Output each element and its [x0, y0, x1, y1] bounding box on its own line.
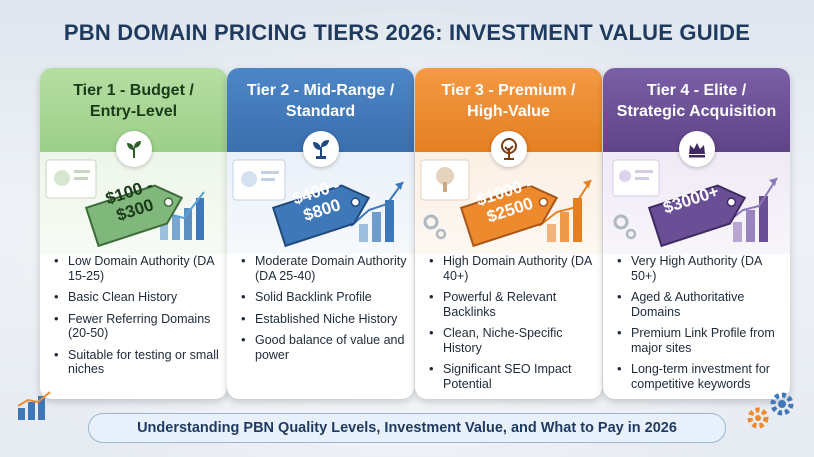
tier-4-bullet: Very High Authority (DA 50+) — [615, 254, 785, 283]
tier-4-bullet: Long-term investment for competitive key… — [615, 362, 785, 391]
tier-4-heading-line2: Strategic Acquisition — [616, 103, 777, 120]
tier-2-card: Tier 2 - Mid-Range / Standard $400 - $80… — [227, 68, 414, 399]
page-title: PBN DOMAIN PRICING TIERS 2026: INVESTMEN… — [63, 20, 751, 45]
tier-1-bullet: Suitable for testing or small niches — [52, 348, 222, 377]
tier-3-card: Tier 3 - Premium / High-Value $1000 - $2… — [415, 68, 602, 399]
tier-4-price-tag — [647, 184, 747, 248]
bar-chart-icon — [17, 391, 51, 420]
tier-3-heading-line2: High-Value — [467, 103, 550, 120]
tier-4-card: Tier 4 - Elite / Strategic Acquisition $… — [603, 68, 790, 399]
tier-4-bullet: Premium Link Profile from major sites — [615, 326, 785, 355]
tier-2-bullet: Solid Backlink Profile — [239, 290, 409, 305]
tier-4-header: Tier 4 - Elite / Strategic Acquisition — [603, 68, 790, 152]
tier-4-heading: Tier 4 - Elite / Strategic Acquisition — [603, 80, 790, 122]
tier-3-bullet: Significant SEO Impact Potential — [427, 362, 597, 391]
tier-4-bullet: Aged & Authoritative Domains — [615, 290, 785, 319]
tier-2-bullet-list: Moderate Domain Authority (DA 25-40) Sol… — [239, 254, 409, 369]
tier-3-bullet: Clean, Niche-Specific History — [427, 326, 597, 355]
tier-1-price-tag — [84, 184, 184, 248]
tier-3-bullet: Powerful & Relevant Backlinks — [427, 290, 597, 319]
tier-1-bullet: Basic Clean History — [52, 290, 222, 305]
tier-2-bullet: Established Niche History — [239, 312, 409, 327]
tier-1-bullet-list: Low Domain Authority (DA 15-25) Basic Cl… — [52, 254, 222, 384]
tier-1-bullet: Fewer Referring Domains (20-50) — [52, 312, 222, 341]
tier-3-heading: Tier 3 - Premium / High-Value — [415, 80, 602, 122]
tier-4-heading-line1: Tier 4 - Elite / — [646, 82, 747, 99]
tier-2-bullet: Moderate Domain Authority (DA 25-40) — [239, 254, 409, 283]
tier-1-illustration — [40, 152, 227, 254]
tier-1-heading-line1: Tier 1 - Budget / — [73, 82, 194, 99]
footer-text: Understanding PBN Quality Levels, Invest… — [137, 420, 677, 436]
crown-icon — [679, 131, 715, 167]
tier-2-bullet: Good balance of value and power — [239, 333, 409, 362]
tier-1-bullet: Low Domain Authority (DA 15-25) — [52, 254, 222, 283]
tree-icon — [491, 131, 527, 167]
tier-2-heading: Tier 2 - Mid-Range / Standard — [227, 80, 414, 122]
tier-3-illustration-art — [420, 159, 592, 242]
tier-3-bullet: High Domain Authority (DA 40+) — [427, 254, 597, 283]
tier-3-price-tag — [459, 184, 559, 248]
tier-1-heading-line2: Entry-Level — [89, 103, 178, 120]
tier-1-illustration-art — [45, 159, 205, 240]
tier-2-price-tag — [271, 184, 371, 248]
footer-banner: Understanding PBN Quality Levels, Invest… — [88, 413, 726, 443]
gears-icon — [747, 392, 794, 429]
tier-2-illustration-art — [232, 159, 404, 242]
tier-2-heading-line2: Standard — [285, 103, 356, 120]
tier-3-bullet-list: High Domain Authority (DA 40+) Powerful … — [427, 254, 597, 398]
tier-3-heading-line1: Tier 3 - Premium / — [441, 82, 576, 99]
tier-2-heading-line1: Tier 2 - Mid-Range / — [246, 82, 395, 99]
tier-1-heading: Tier 1 - Budget / Entry-Level — [40, 80, 227, 122]
tier-4-illustration-art — [612, 159, 778, 242]
tier-1-card: Tier 1 - Budget / Entry-Level $100 - $30… — [40, 68, 227, 399]
seedling-icon — [116, 131, 152, 167]
tier-4-bullet-list: Very High Authority (DA 50+) Aged & Auth… — [615, 254, 785, 398]
sprout-icon — [303, 131, 339, 167]
